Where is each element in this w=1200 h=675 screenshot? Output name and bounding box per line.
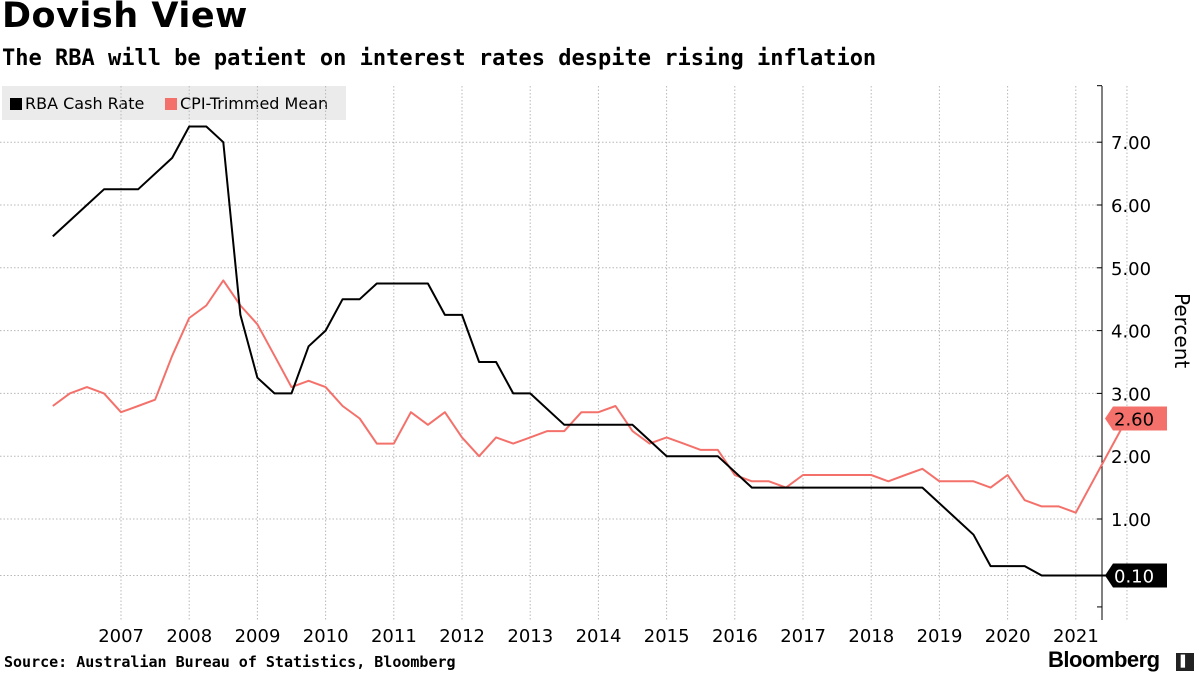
legend-swatch-cpi [165, 98, 177, 110]
y-tick-label: 7.00 [1111, 133, 1151, 154]
series-line-cpi [52, 279, 1128, 514]
y-tick-label: 2.00 [1111, 447, 1151, 468]
bloomberg-mark-icon: ▌ [1176, 653, 1194, 671]
x-tick-label: 2021 [1053, 626, 1099, 647]
last-value-flag-cpi-text: 2.60 [1114, 410, 1154, 431]
chart-title: Dovish View [2, 0, 248, 36]
x-tick-label: 2016 [712, 626, 758, 647]
x-tick-label: 2007 [98, 626, 144, 647]
last-value-flag-cash-rate-text: 0.10 [1114, 567, 1154, 588]
series-line-cash-rate [52, 125, 1110, 577]
y-axis-label: Percent [1170, 293, 1194, 368]
x-tick-label: 2011 [371, 626, 417, 647]
y-tick-label: 5.00 [1111, 259, 1151, 280]
legend-label-cash-rate: RBA Cash Rate [25, 94, 145, 113]
x-tick-label: 2013 [507, 626, 553, 647]
x-tick-label: 2015 [644, 626, 690, 647]
x-tick-label: 2008 [166, 626, 212, 647]
x-tick-label: 2020 [985, 626, 1031, 647]
last-value-flag-cpi-bg [1105, 406, 1167, 431]
legend-label-cpi: CPI-Trimmed Mean [180, 94, 329, 113]
chart-subtitle: The RBA will be patient on interest rate… [2, 46, 877, 71]
x-tick-label: 2014 [576, 626, 622, 647]
y-tick-label: 6.00 [1111, 196, 1151, 217]
legend-swatch-cash-rate [10, 98, 22, 110]
last-value-flag-cash-rate-bg [1105, 563, 1167, 588]
x-tick-label: 2010 [303, 626, 349, 647]
y-tick-label: 1.00 [1111, 510, 1151, 531]
legend-item-cpi[interactable]: CPI-Trimmed Mean [165, 94, 328, 113]
x-tick-label: 2012 [439, 626, 485, 647]
legend-item-cash-rate[interactable]: RBA Cash Rate [10, 94, 144, 113]
x-tick-label: 2019 [917, 626, 963, 647]
y-tick-label: 3.00 [1111, 384, 1151, 405]
x-tick-label: 2009 [235, 626, 281, 647]
source-note: Source: Australian Bureau of Statistics,… [4, 653, 456, 671]
bloomberg-logo: Bloomberg [1048, 647, 1160, 672]
chart-legend: RBA Cash Rate CPI-Trimmed Mean [2, 86, 346, 120]
x-tick-label: 2017 [780, 626, 826, 647]
x-tick-label: 2018 [848, 626, 894, 647]
y-tick-label: 4.00 [1111, 322, 1151, 343]
